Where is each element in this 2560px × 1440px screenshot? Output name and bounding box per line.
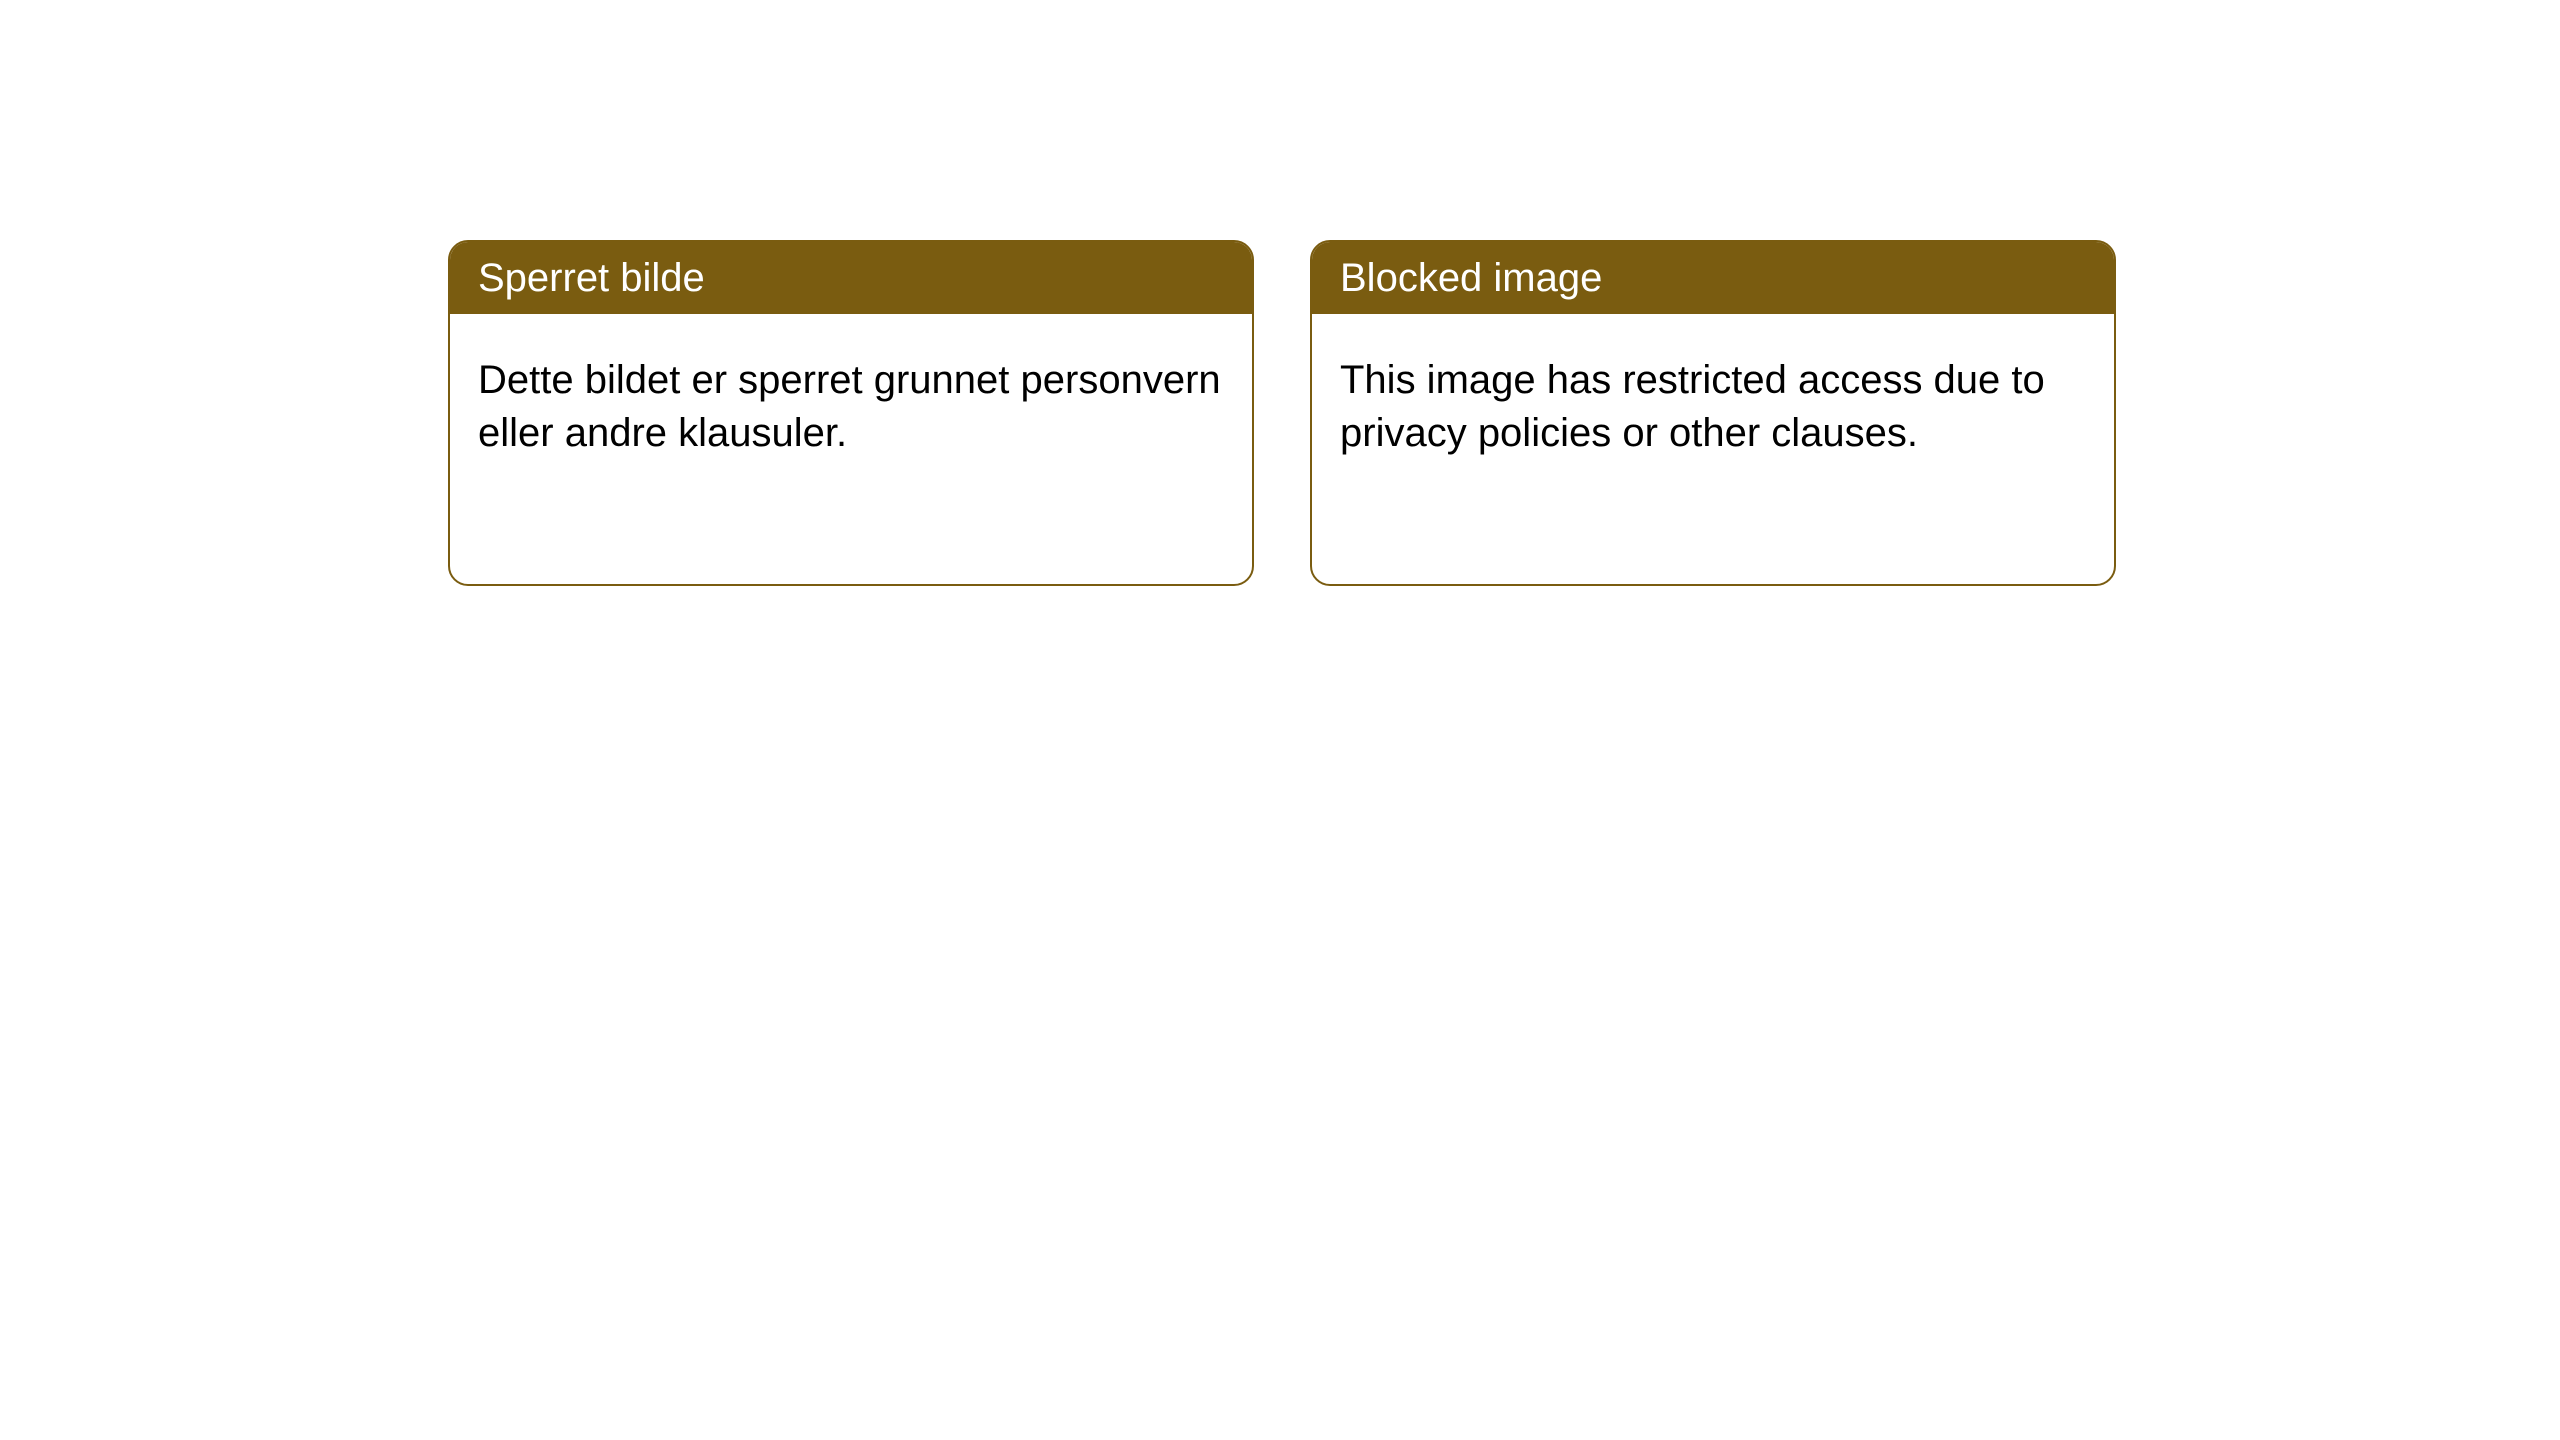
card-title: Sperret bilde — [478, 256, 705, 300]
card-body-text: Dette bildet er sperret grunnet personve… — [478, 358, 1221, 455]
blocked-image-card-no: Sperret bilde Dette bildet er sperret gr… — [448, 240, 1254, 586]
card-header: Blocked image — [1312, 242, 2114, 314]
card-title: Blocked image — [1340, 256, 1602, 300]
card-body: Dette bildet er sperret grunnet personve… — [450, 314, 1252, 584]
blocked-image-card-en: Blocked image This image has restricted … — [1310, 240, 2116, 586]
card-body: This image has restricted access due to … — [1312, 314, 2114, 584]
card-header: Sperret bilde — [450, 242, 1252, 314]
cards-container: Sperret bilde Dette bildet er sperret gr… — [0, 0, 2560, 586]
card-body-text: This image has restricted access due to … — [1340, 358, 2045, 455]
